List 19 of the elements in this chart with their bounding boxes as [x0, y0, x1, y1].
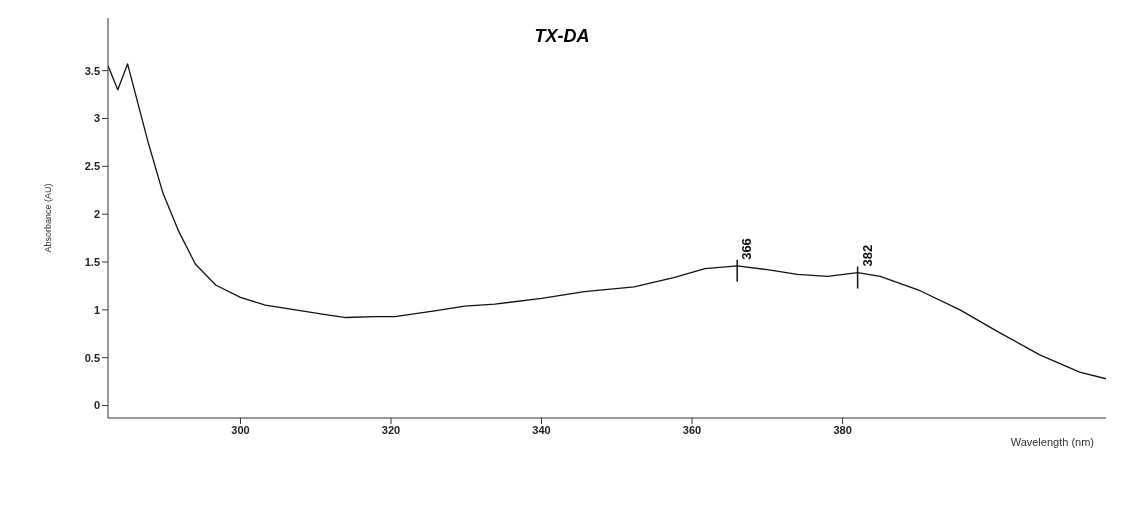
x-tick-label: 300: [231, 423, 250, 436]
annotation: 366: [739, 238, 755, 260]
y-tick-label: 3: [93, 112, 100, 125]
x-tick-label: 360: [682, 423, 702, 436]
y-tick-label: 2.5: [84, 160, 100, 173]
y-axis-title: Absorbance (AU): [43, 183, 54, 253]
x-axis-title: Wavelength (nm): [1010, 436, 1094, 448]
y-tick-label: 1.5: [84, 255, 100, 268]
x-tick-label: 380: [833, 423, 852, 436]
y-tick-label: 3.5: [84, 64, 100, 77]
y-tick-label: 1: [93, 303, 100, 316]
y-tick-label: 2: [93, 208, 100, 221]
x-tick-label: 340: [532, 423, 551, 436]
annotation: 382: [859, 244, 875, 267]
chart-title: TX-DA: [533, 26, 591, 47]
line-series: [108, 63, 1106, 380]
y-tick-label: 0.5: [84, 351, 100, 364]
x-tick-label: 320: [381, 423, 401, 436]
y-tick-label: 0: [93, 399, 100, 412]
